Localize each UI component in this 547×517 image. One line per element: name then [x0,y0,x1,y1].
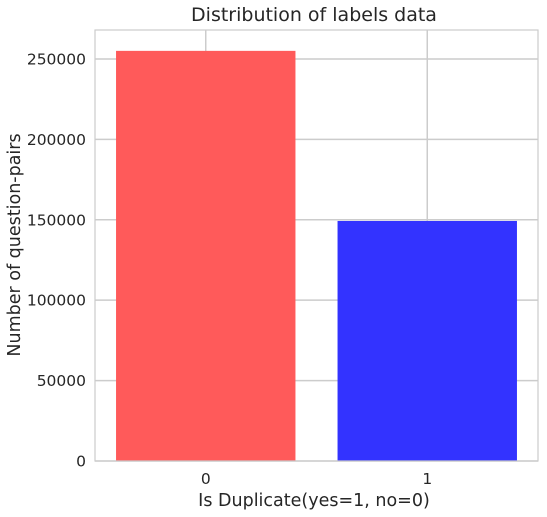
y-axis-label: Number of question-pairs [5,133,25,356]
x-axis-label: Is Duplicate(yes=1, no=0) [198,491,430,511]
y-tick-label: 0 [76,453,86,471]
y-tick-label: 200000 [27,131,86,149]
y-tick-label: 50000 [37,372,86,390]
y-tick-label: 150000 [27,211,86,229]
bar-1 [338,221,517,461]
x-tick-label: 0 [201,470,211,488]
x-tick-label: 1 [422,470,432,488]
y-tick-label: 100000 [27,292,86,310]
bar-0 [116,51,295,461]
y-tick-label: 250000 [27,50,86,68]
chart-title: Distribution of labels data [191,4,437,26]
